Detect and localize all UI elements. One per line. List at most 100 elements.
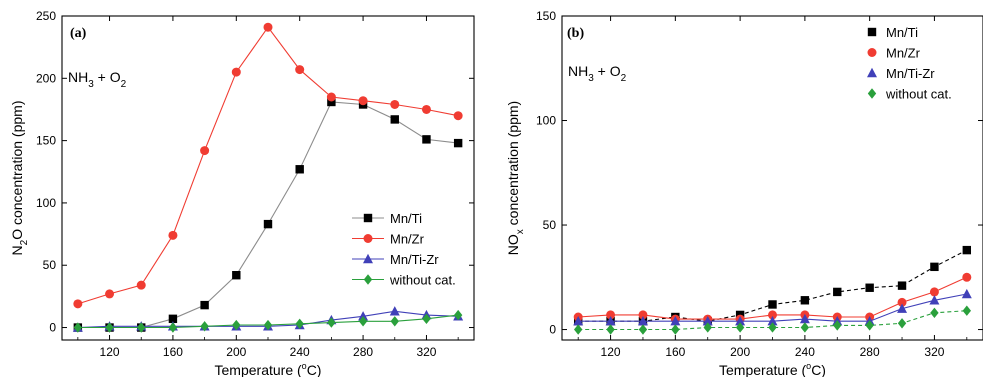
data-point (168, 230, 178, 240)
panel-label: (a) (70, 26, 87, 41)
data-point (73, 322, 83, 333)
data-point (962, 272, 972, 282)
data-point (735, 315, 746, 326)
data-point (327, 317, 336, 328)
data-point (897, 281, 907, 290)
y-axis-title: NOx concentration (ppm) (505, 101, 526, 255)
x-tick-label: 200 (226, 345, 246, 359)
y-axis-title-group: NOx concentration (ppm) (505, 101, 526, 255)
data-point (897, 297, 907, 307)
x-axis-title: Temperature (oC) (215, 361, 322, 377)
data-point (670, 315, 681, 326)
data-point (606, 310, 616, 320)
data-point (573, 315, 584, 326)
data-point (295, 65, 305, 75)
y-axis-title: N2O concentration (ppm) (9, 101, 30, 256)
data-point (865, 283, 874, 292)
data-point (768, 322, 777, 333)
data-point (929, 287, 939, 297)
x-tick-label: 320 (924, 345, 944, 359)
data-point (137, 322, 146, 333)
data-point (105, 289, 115, 299)
data-point (389, 306, 400, 316)
x-tick-label: 240 (290, 345, 310, 359)
data-point (73, 299, 83, 309)
y-tick-label: 0 (49, 321, 56, 335)
chart-panel-a: 120 160 200 240 280 320 0 50 100 150 200 250 Tempera… (9, 9, 475, 377)
legend: Mn/Ti Mn/Zr Mn/Ti-Zr without cat. (867, 25, 952, 102)
data-point (573, 324, 583, 335)
data-point (768, 300, 777, 309)
x-tick-label: 160 (163, 345, 183, 359)
data-point (637, 315, 648, 326)
data-point (358, 316, 368, 327)
x-tick-label: 120 (601, 345, 621, 359)
legend-marker (363, 253, 373, 264)
x-tick-label: 160 (665, 345, 685, 359)
data-point (390, 99, 400, 109)
x-tick-label: 120 (100, 345, 120, 359)
data-point (897, 303, 908, 313)
x-tick-label: 240 (795, 345, 815, 359)
data-point (200, 146, 210, 156)
data-point (326, 92, 336, 102)
data-point (136, 280, 146, 290)
reaction-annotation: NH3 + O2 (568, 63, 627, 84)
data-point (703, 322, 712, 333)
legend-marker (363, 213, 373, 223)
data-point (231, 67, 241, 77)
plot-frame (561, 15, 983, 341)
data-point (606, 324, 615, 335)
data-point (263, 22, 273, 32)
data-point (453, 309, 463, 321)
data-point (453, 138, 463, 148)
legend-label: without cat. (389, 273, 456, 288)
x-tick-label: 280 (353, 345, 373, 359)
data-point (453, 111, 463, 121)
series-without-cat- (573, 305, 972, 335)
data-point (800, 322, 810, 333)
x-tick-label: 320 (416, 345, 436, 359)
data-point (390, 115, 399, 124)
data-point (200, 300, 209, 310)
data-point (263, 319, 273, 331)
legend-marker (363, 234, 373, 243)
data-point (638, 310, 648, 320)
legend-label: Mn/Zr (390, 232, 425, 247)
data-point (768, 310, 777, 320)
data-point (232, 319, 241, 331)
data-point (295, 165, 304, 174)
x-tick-label: 200 (730, 345, 750, 359)
series-mn-zr (573, 272, 972, 324)
legend-label: without cat. (885, 87, 952, 102)
data-point (638, 324, 648, 335)
data-point (897, 318, 907, 329)
reaction-annotation: NH3 + O2 (68, 69, 127, 90)
data-point (422, 135, 431, 144)
data-point (800, 296, 810, 305)
data-point (962, 245, 972, 255)
legend-label: Mn/Ti (886, 25, 918, 40)
data-point (962, 305, 972, 316)
series-without-cat- (73, 309, 463, 333)
data-point (929, 295, 940, 305)
data-point (767, 315, 778, 326)
legend-marker (363, 274, 373, 285)
y-tick-label: 250 (36, 9, 56, 23)
data-point (961, 288, 972, 299)
y-tick-label: 0 (549, 323, 556, 337)
y-tick-label: 100 (536, 114, 556, 128)
data-point (605, 315, 616, 326)
data-point (263, 219, 273, 229)
data-point (735, 322, 745, 333)
y-tick-label: 50 (43, 258, 57, 272)
data-point (833, 320, 842, 331)
y-tick-label: 50 (543, 218, 557, 232)
data-point (200, 321, 209, 332)
y-tick-label: 150 (536, 9, 556, 23)
series-mn-ti-zr (573, 288, 972, 326)
data-point (358, 311, 369, 321)
panel-label: (b) (567, 26, 584, 41)
data-point (327, 97, 336, 107)
